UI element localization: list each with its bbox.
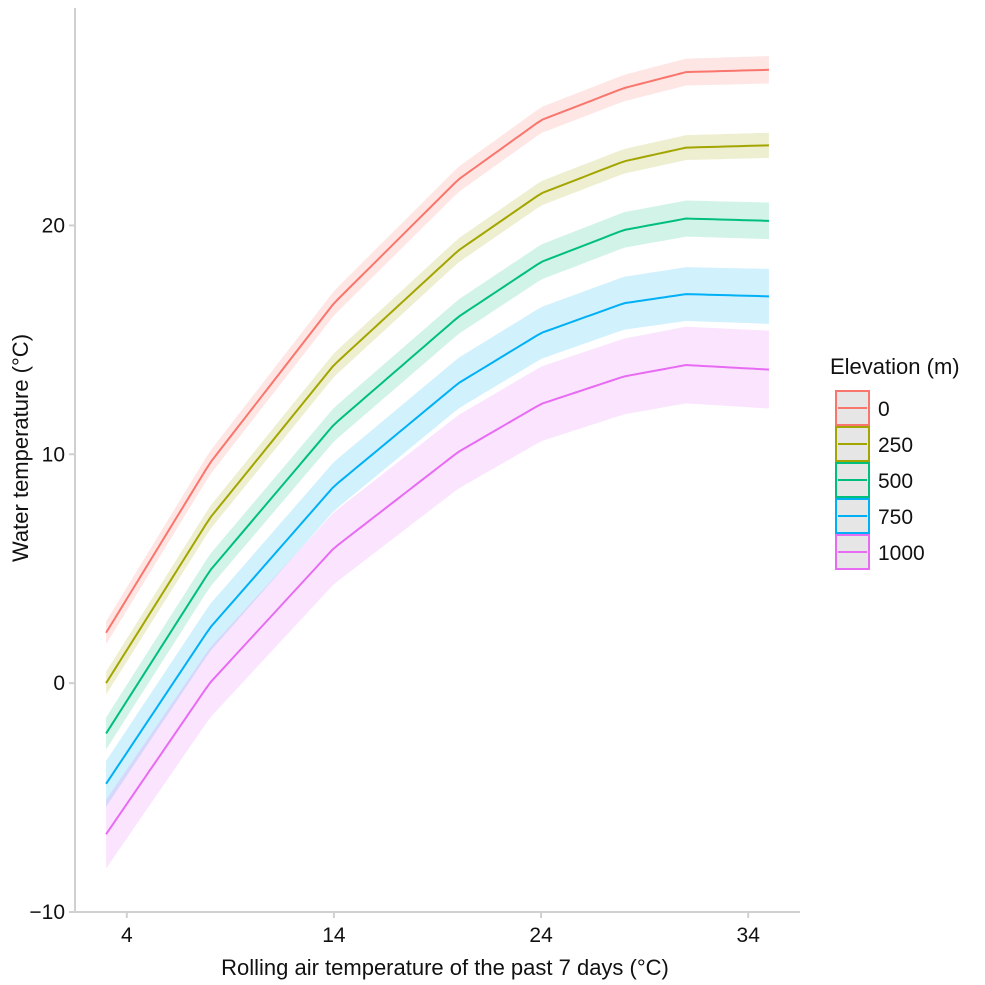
x-tick-label: 24 xyxy=(529,924,553,947)
band-1000 xyxy=(106,326,769,869)
y-tick-label: 10 xyxy=(42,443,65,466)
legend-label-0: 0 xyxy=(878,398,890,421)
line-500 xyxy=(105,217,769,735)
line-250 xyxy=(105,144,769,684)
line-0 xyxy=(105,68,769,634)
legend-label-250: 250 xyxy=(878,434,913,457)
x-tick-label: 4 xyxy=(121,924,133,947)
legend-label-750: 750 xyxy=(878,506,913,529)
x-tick-label: 14 xyxy=(322,924,346,947)
y-tick-label: 20 xyxy=(42,214,65,237)
legend-item-750: 750 xyxy=(835,498,913,534)
line-750 xyxy=(105,293,769,785)
legend-label-1000: 1000 xyxy=(878,542,925,565)
y-tick-label: 0 xyxy=(53,672,65,695)
legend-item-250: 250 xyxy=(835,426,913,462)
band-750 xyxy=(106,267,769,807)
legend-label-500: 500 xyxy=(878,470,913,493)
series-lines xyxy=(105,68,769,835)
x-axis-title: Rolling air temperature of the past 7 da… xyxy=(221,955,669,980)
x-axis-ticks: 4 14 24 34 xyxy=(121,912,760,947)
legend-item-0: 0 xyxy=(835,390,890,426)
x-tick-label: 34 xyxy=(737,924,761,947)
y-tick-label: −10 xyxy=(29,901,65,924)
line-1000 xyxy=(105,364,769,835)
confidence-bands xyxy=(106,56,769,869)
legend-item-500: 500 xyxy=(835,462,913,498)
y-axis-ticks: −10 0 10 20 xyxy=(29,214,75,924)
legend: Elevation (m) 0 250 500 750 1000 xyxy=(830,354,960,570)
legend-item-1000: 1000 xyxy=(835,534,925,570)
legend-title: Elevation (m) xyxy=(830,354,960,379)
y-axis-title: Water temperature (°C) xyxy=(8,334,33,562)
